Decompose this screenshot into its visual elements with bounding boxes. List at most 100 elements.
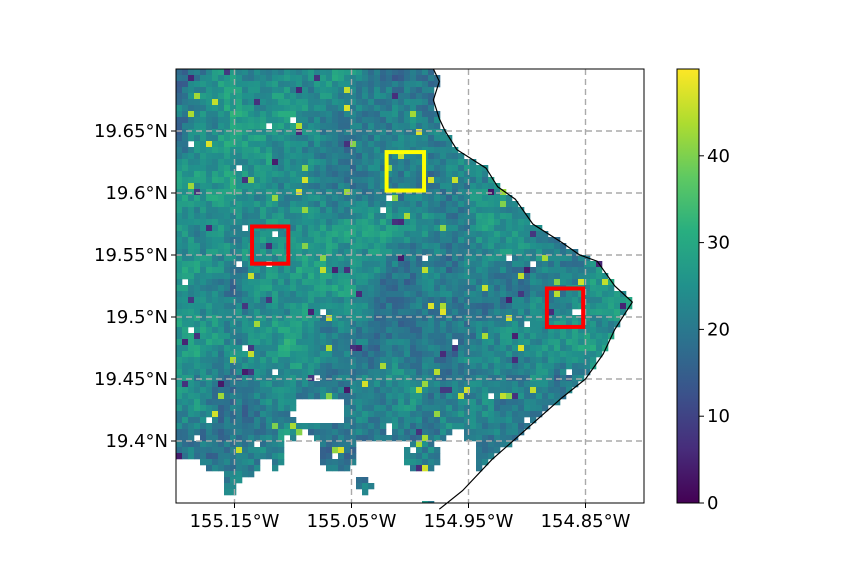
heatmap-cell (488, 201, 495, 208)
heatmap-cell (566, 315, 573, 322)
heatmap-cell (392, 261, 399, 268)
region-markers (250, 150, 586, 329)
heatmap-cell (530, 399, 537, 406)
heatmap-cell (458, 273, 465, 280)
heatmap-cell (524, 387, 531, 394)
heatmap-cell (458, 321, 465, 328)
heatmap-cell (350, 327, 357, 334)
heatmap-cell (236, 285, 243, 292)
heatmap-cell (224, 105, 231, 112)
heatmap-cell (194, 369, 201, 376)
heatmap-cell (260, 453, 267, 460)
heatmap-cell (596, 297, 603, 304)
heatmap-cell (260, 327, 267, 334)
heatmap-cell (308, 141, 315, 148)
heatmap-cell (488, 447, 495, 454)
heatmap-cell (404, 135, 411, 142)
heatmap-cell (374, 87, 381, 94)
heatmap-cell (200, 411, 207, 418)
heatmap-cell (386, 171, 393, 178)
heatmap-cell (344, 327, 351, 334)
heatmap-cell (578, 303, 585, 310)
heatmap-cell (212, 213, 219, 220)
heatmap-cell (284, 363, 291, 370)
heatmap-cell (302, 339, 309, 346)
heatmap-cell (314, 195, 321, 202)
heatmap-cell (506, 207, 513, 214)
heatmap-cell (434, 135, 441, 142)
heatmap-cell (326, 69, 333, 76)
heatmap-cell (236, 171, 243, 178)
heatmap-cell (428, 405, 435, 412)
heatmap-cell (248, 111, 255, 118)
heatmap-cell (560, 243, 567, 250)
heatmap-cell (392, 75, 399, 82)
heatmap-cell (248, 177, 255, 184)
heatmap-cell (398, 81, 405, 88)
heatmap-cell (368, 285, 375, 292)
heatmap-cell (416, 255, 423, 262)
heatmap-cell (380, 297, 387, 304)
heatmap-cell (404, 399, 411, 406)
heatmap-cell (518, 333, 525, 340)
heatmap-cell (566, 267, 573, 274)
heatmap-cell (362, 255, 369, 262)
heatmap-cell (308, 321, 315, 328)
heatmap-cell (482, 351, 489, 358)
heatmap-cell (236, 369, 243, 376)
heatmap-cell (398, 159, 405, 166)
heatmap-cell (248, 333, 255, 340)
heatmap-cell (212, 429, 219, 436)
heatmap-cell (398, 87, 405, 94)
heatmap-cell (428, 135, 435, 142)
heatmap-cell (194, 123, 201, 130)
heatmap-cell (428, 393, 435, 400)
heatmap-cell (188, 105, 195, 112)
heatmap-cell (590, 363, 597, 370)
heatmap-cell (554, 315, 561, 322)
heatmap-cell (266, 309, 273, 316)
heatmap-cell (440, 303, 447, 310)
heatmap-cell (320, 345, 327, 352)
heatmap-cell (218, 423, 225, 430)
heatmap-cell (398, 321, 405, 328)
heatmap-cell (248, 327, 255, 334)
heatmap-cell (236, 237, 243, 244)
heatmap-cell (260, 321, 267, 328)
heatmap-cell (260, 81, 267, 88)
heatmap-cell (488, 339, 495, 346)
heatmap-cell (260, 447, 267, 454)
heatmap-cell (368, 309, 375, 316)
heatmap-cell (338, 345, 345, 352)
heatmap-cell (320, 333, 327, 340)
heatmap-cell (404, 267, 411, 274)
heatmap-cell (218, 459, 225, 466)
heatmap-cell (542, 381, 549, 388)
heatmap-cell (230, 441, 237, 448)
heatmap-cell (266, 297, 273, 304)
heatmap-cell (368, 345, 375, 352)
heatmap-cell (230, 321, 237, 328)
heatmap-cell (548, 393, 555, 400)
heatmap-cell (344, 273, 351, 280)
heatmap-cell (518, 369, 525, 376)
heatmap-cell (182, 147, 189, 154)
heatmap-cell (440, 243, 447, 250)
heatmap-cell (236, 381, 243, 388)
heatmap-cell (260, 351, 267, 358)
heatmap-cell (566, 261, 573, 268)
heatmap-cell (428, 285, 435, 292)
heatmap-cell (308, 147, 315, 154)
heatmap-cell (380, 189, 387, 196)
heatmap-cell (260, 375, 267, 382)
heatmap-cell (482, 303, 489, 310)
heatmap-cell (308, 75, 315, 82)
heatmap-cell (554, 273, 561, 280)
heatmap-cell (224, 93, 231, 100)
heatmap-cell (224, 357, 231, 364)
heatmap-cell (464, 207, 471, 214)
heatmap-cell (332, 93, 339, 100)
heatmap-cell (290, 105, 297, 112)
heatmap-cell (410, 441, 417, 448)
